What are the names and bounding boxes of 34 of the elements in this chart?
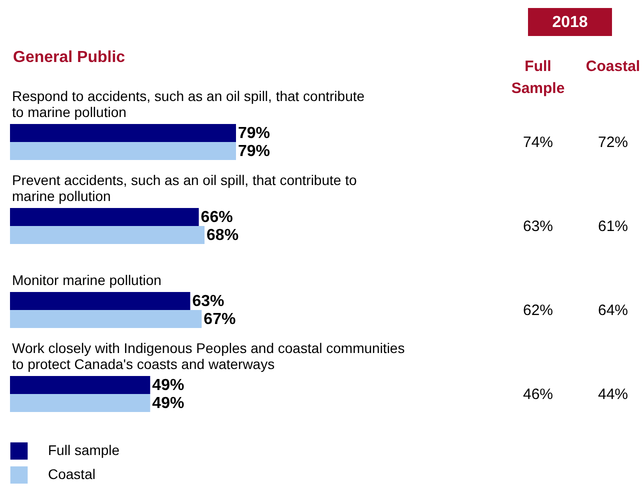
bar — [10, 310, 202, 328]
chart-title: General Public — [13, 49, 126, 66]
data-label: 63% — [192, 293, 224, 310]
text: 64% — [598, 302, 628, 319]
text: Coastal — [586, 58, 640, 75]
data-label: 49% — [152, 377, 184, 394]
data-label: 49% — [152, 395, 184, 412]
data-label: 66% — [200, 209, 233, 226]
text: Full Sample — [511, 58, 565, 97]
bar — [10, 376, 150, 394]
bar — [10, 292, 190, 310]
text: 74% — [522, 134, 554, 151]
bar — [10, 208, 199, 226]
data-label: 68% — [206, 227, 239, 244]
data-label: 79% — [238, 143, 270, 160]
y-tick-label: Prevent accidents, such as an oil spill, that contribute to marine pollution — [12, 172, 357, 204]
text: 44% — [598, 386, 628, 403]
data-label: 67% — [204, 311, 236, 328]
legend-label: Full sample — [48, 442, 120, 458]
data-label: 79% — [238, 125, 270, 142]
y-tick-label: Work closely with Indigenous Peoples and coastal communities to protect Canada's coasts and waterways — [12, 340, 405, 372]
text: 61% — [598, 218, 628, 235]
text: 2018 — [552, 14, 588, 31]
bar — [10, 124, 236, 142]
y-tick-label: Respond to accidents, such as an oil spill, that contribute to marine pollution — [12, 88, 365, 120]
bar — [10, 142, 236, 160]
bar — [10, 226, 205, 244]
y-tick-label: Monitor marine pollution — [12, 272, 162, 288]
legend-label: Coastal — [48, 466, 96, 482]
text: 72% — [598, 134, 628, 151]
text: 62% — [522, 302, 554, 319]
text: 63% — [522, 218, 554, 235]
bar — [10, 394, 150, 412]
text: 46% — [522, 386, 554, 403]
